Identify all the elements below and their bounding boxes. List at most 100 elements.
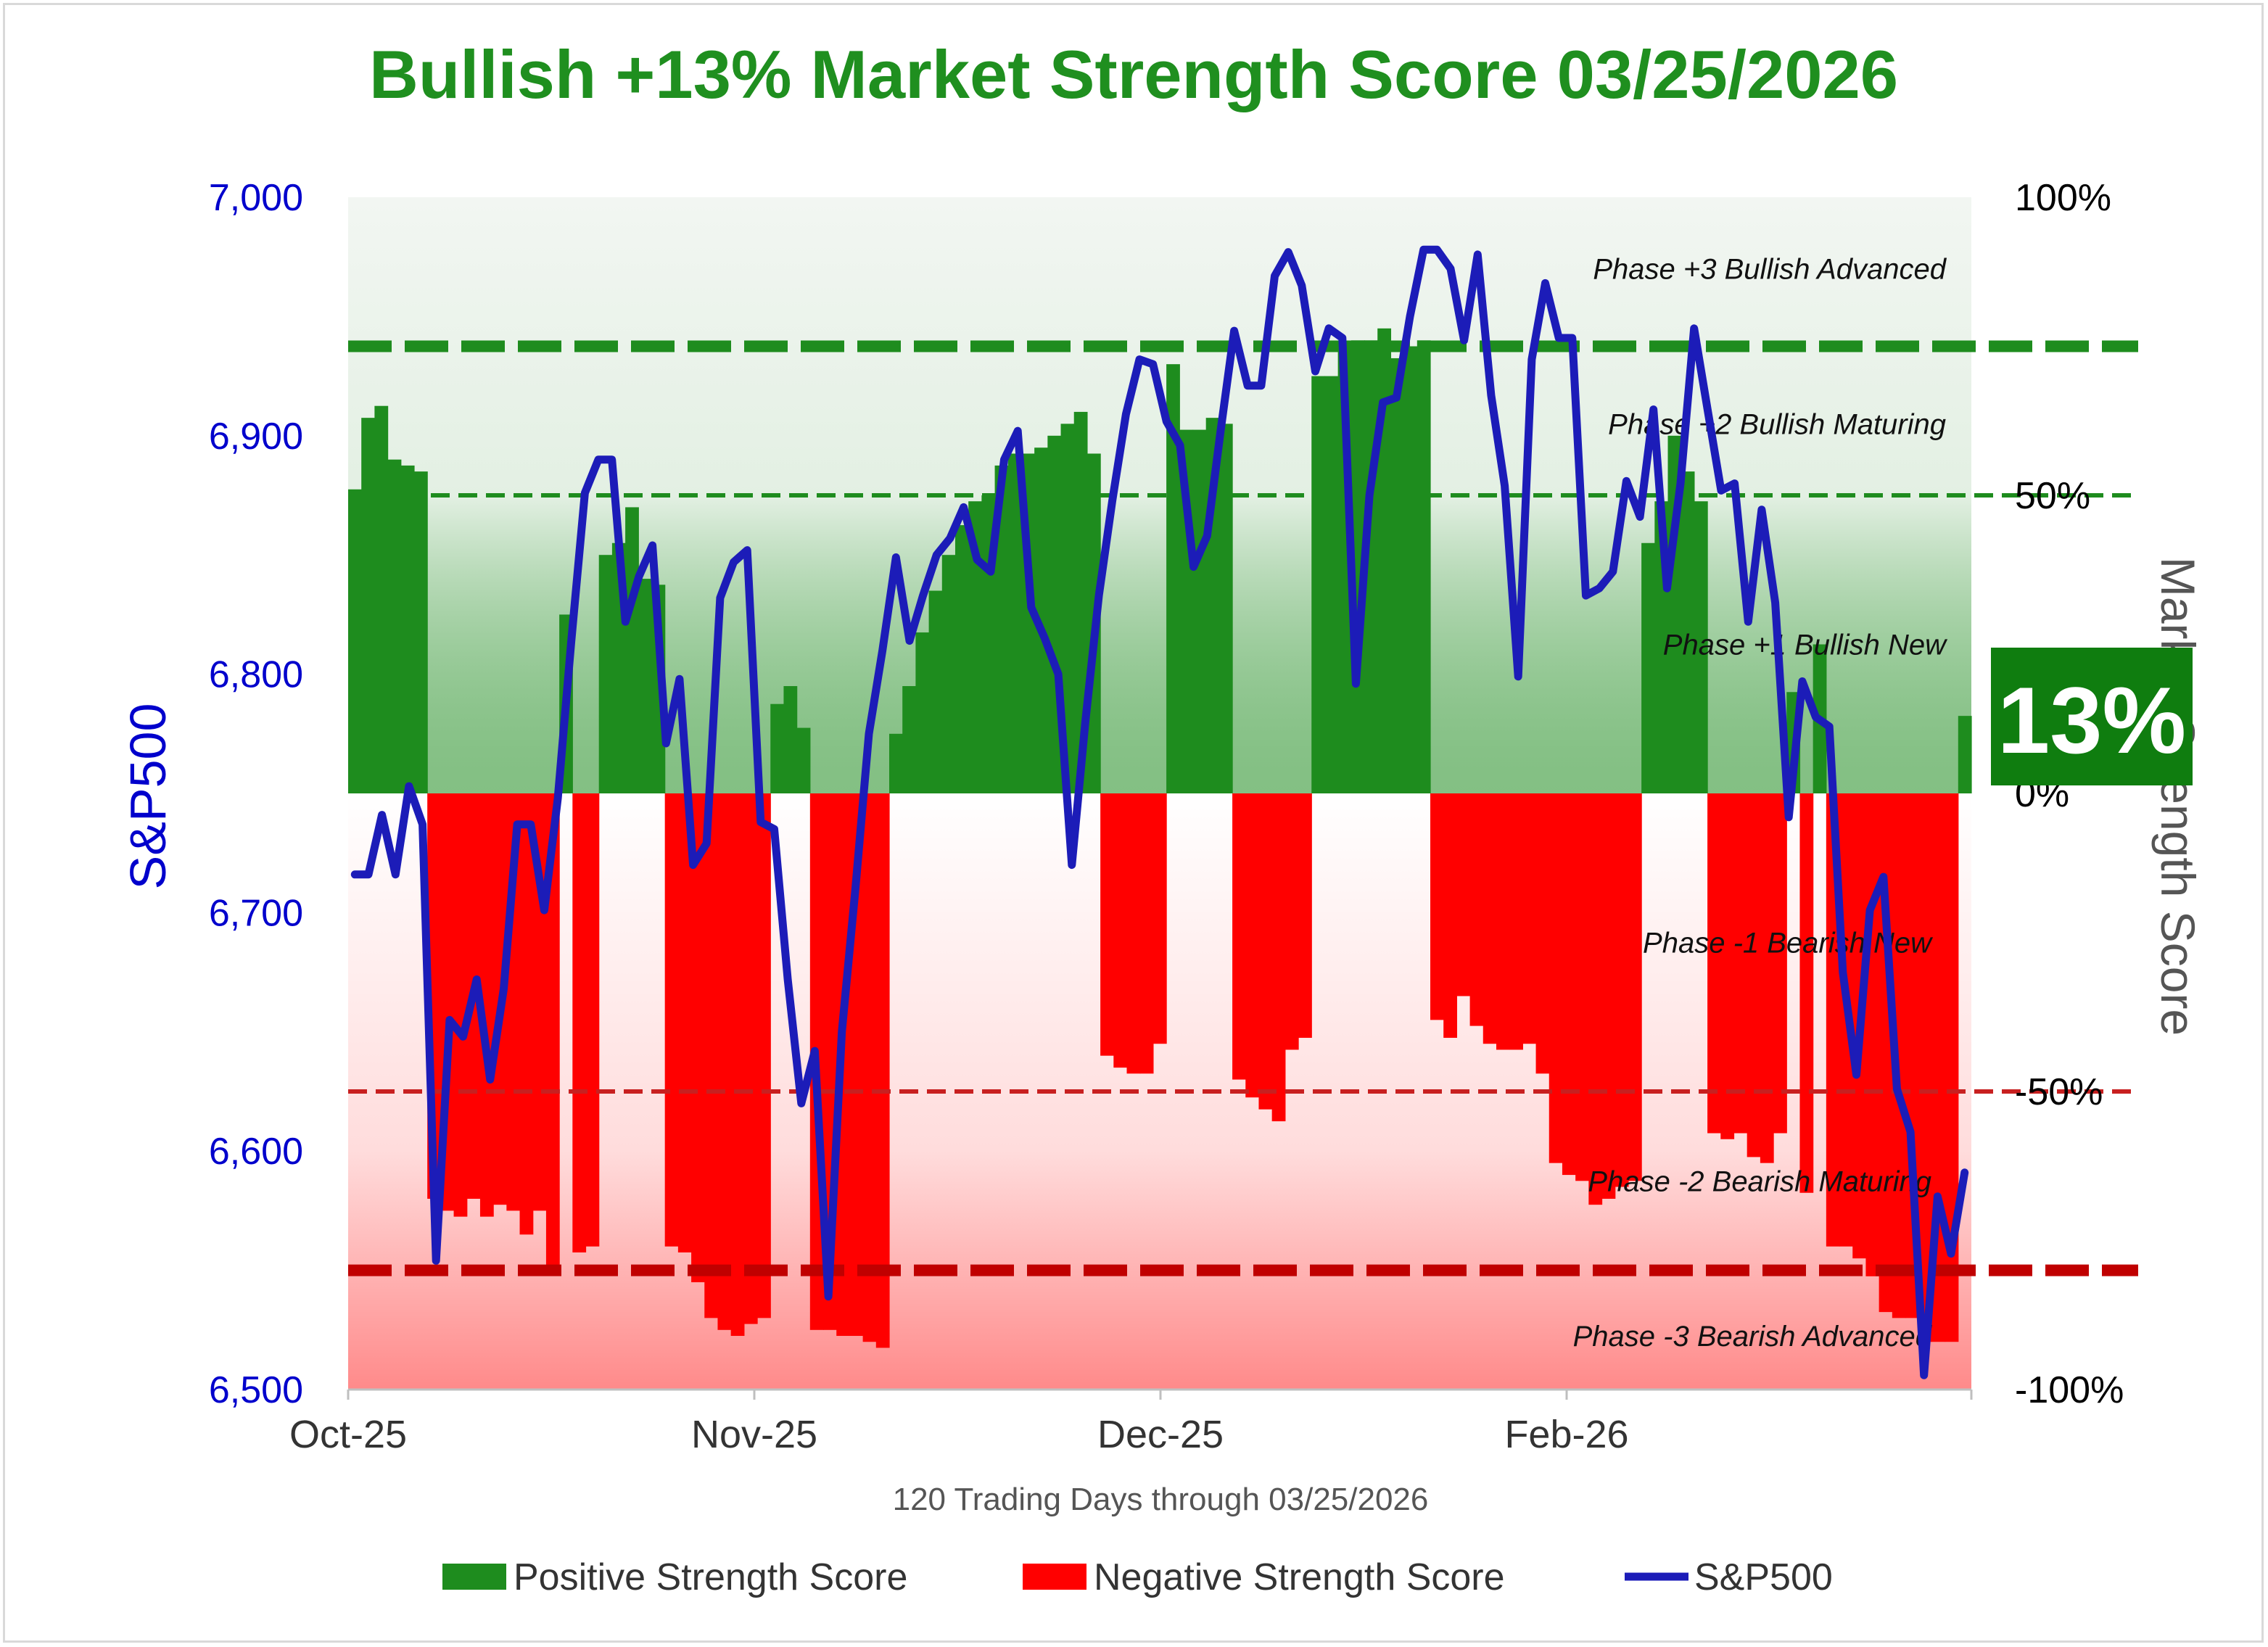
negative-bar	[1509, 793, 1523, 1050]
negative-bar	[691, 793, 705, 1283]
positive-bar	[387, 459, 402, 793]
negative-bar	[1483, 793, 1497, 1044]
x-tick-label: Oct-25	[289, 1413, 407, 1456]
left-axis-ticks: 6,500 6,600 6,700 6,800 6,900 7,000	[209, 177, 303, 1411]
positive-bar	[1390, 358, 1405, 793]
legend-swatch-positive	[442, 1564, 506, 1590]
negative-bar	[1549, 793, 1563, 1163]
positive-bar	[902, 686, 916, 793]
positive-bar	[1166, 364, 1180, 793]
sp500-line	[350, 245, 1969, 1379]
negative-bar	[1707, 793, 1721, 1134]
negative-bar	[1865, 793, 1880, 1276]
negative-bar	[1126, 793, 1141, 1074]
positive-bar	[915, 632, 930, 793]
positive-bar	[928, 590, 943, 793]
negative-bar	[1945, 793, 1959, 1342]
negative-bar	[1575, 793, 1589, 1181]
legend-label-positive: Positive Strength Score	[514, 1556, 907, 1598]
positive-bar	[1681, 471, 1695, 793]
positive-bar	[1694, 501, 1708, 793]
negative-bar	[519, 793, 534, 1235]
positive-bar	[1641, 542, 1655, 793]
negative-bar	[1747, 793, 1761, 1157]
x-tick-label: Dec-25	[1097, 1413, 1224, 1456]
positive-bar	[994, 465, 1009, 793]
negative-bar	[1588, 793, 1603, 1205]
positive-bar	[413, 471, 428, 793]
negative-bar	[1469, 793, 1484, 1026]
legend-swatch-negative	[1023, 1564, 1086, 1590]
positive-bar	[796, 727, 811, 793]
positive-bar	[889, 733, 903, 793]
positive-bar	[1377, 328, 1392, 794]
positive-bar	[770, 703, 785, 793]
right-tick-label: -50%	[2015, 1071, 2103, 1113]
positive-bar	[638, 579, 653, 793]
positive-bar	[1192, 429, 1207, 793]
negative-bar	[1720, 793, 1735, 1139]
negative-bar	[704, 793, 719, 1318]
negative-bar	[1139, 793, 1154, 1074]
negative-bar	[875, 793, 890, 1348]
left-tick-label: 6,500	[209, 1369, 303, 1411]
negative-bar	[1113, 793, 1128, 1068]
negative-bar	[1760, 793, 1774, 1163]
right-tick-label: 100%	[2015, 177, 2111, 219]
negative-bar	[545, 793, 560, 1271]
negative-bar	[1601, 793, 1616, 1199]
negative-bar	[453, 793, 468, 1217]
positive-bar	[954, 525, 969, 793]
positive-bar	[1311, 376, 1326, 793]
negative-bar	[1535, 793, 1550, 1074]
right-axis-ticks: -100%-50%0%50%100%	[2015, 177, 2124, 1411]
negative-bar	[1615, 793, 1629, 1187]
legend-label-negative: Negative Strength Score	[1094, 1556, 1505, 1598]
phase-label: Phase -3 Bearish Advanced	[1573, 1321, 1933, 1353]
positive-bar	[1218, 424, 1233, 793]
positive-bar	[968, 501, 982, 793]
left-tick-label: 6,700	[209, 892, 303, 934]
negative-bar	[1773, 793, 1787, 1134]
phase-labels: Phase +3 Bullish Advanced Phase +2 Bullis…	[1573, 254, 1948, 1353]
phase-label: Phase +1 Bullish New	[1663, 630, 1948, 661]
left-tick-label: 6,600	[209, 1131, 303, 1173]
legend: Positive Strength Score Negative Strengt…	[442, 1556, 1833, 1598]
negative-bar	[717, 793, 732, 1330]
negative-bar	[1298, 793, 1312, 1039]
positive-bar	[1958, 716, 1972, 793]
negative-bar	[1562, 793, 1576, 1176]
negative-bar	[1258, 793, 1273, 1110]
phase-label: Phase +2 Bullish Maturing	[1608, 408, 1946, 440]
negative-bar	[1284, 793, 1299, 1050]
negative-bar	[1443, 793, 1457, 1039]
negative-bar	[1100, 793, 1114, 1056]
negative-bar	[1456, 793, 1471, 996]
x-tick-label: Feb-26	[1504, 1413, 1628, 1456]
right-tick-label: 50%	[2015, 475, 2090, 517]
legend-label-line: S&P500	[1694, 1556, 1833, 1598]
negative-bar	[572, 793, 587, 1252]
negative-bar	[664, 793, 679, 1247]
positive-bar	[941, 555, 956, 793]
negative-bar	[1799, 793, 1814, 1193]
positive-bar	[625, 507, 639, 793]
right-tick-label: -100%	[2015, 1369, 2124, 1411]
x-axis-title: 120 Trading Days through 03/25/2026	[893, 1482, 1429, 1517]
right-axis-title: Market Strength Score	[2151, 557, 2205, 1036]
negative-bar	[1152, 793, 1167, 1044]
x-axis-ticks: Oct-25 Nov-25 Dec-25 Feb-26	[289, 1390, 1973, 1456]
left-tick-label: 7,000	[209, 177, 303, 219]
negative-bar	[1892, 793, 1906, 1318]
positive-bar	[348, 489, 362, 793]
negative-bar	[585, 793, 600, 1247]
negative-bar	[1232, 793, 1246, 1080]
positive-bar	[400, 465, 415, 793]
phase-label: Phase -2 Bearish Maturing	[1588, 1165, 1931, 1197]
negative-bar	[1245, 793, 1260, 1098]
positive-bar	[1403, 346, 1418, 793]
positive-bar	[1417, 340, 1431, 793]
negative-bar	[479, 793, 494, 1217]
negative-bar	[757, 793, 771, 1318]
